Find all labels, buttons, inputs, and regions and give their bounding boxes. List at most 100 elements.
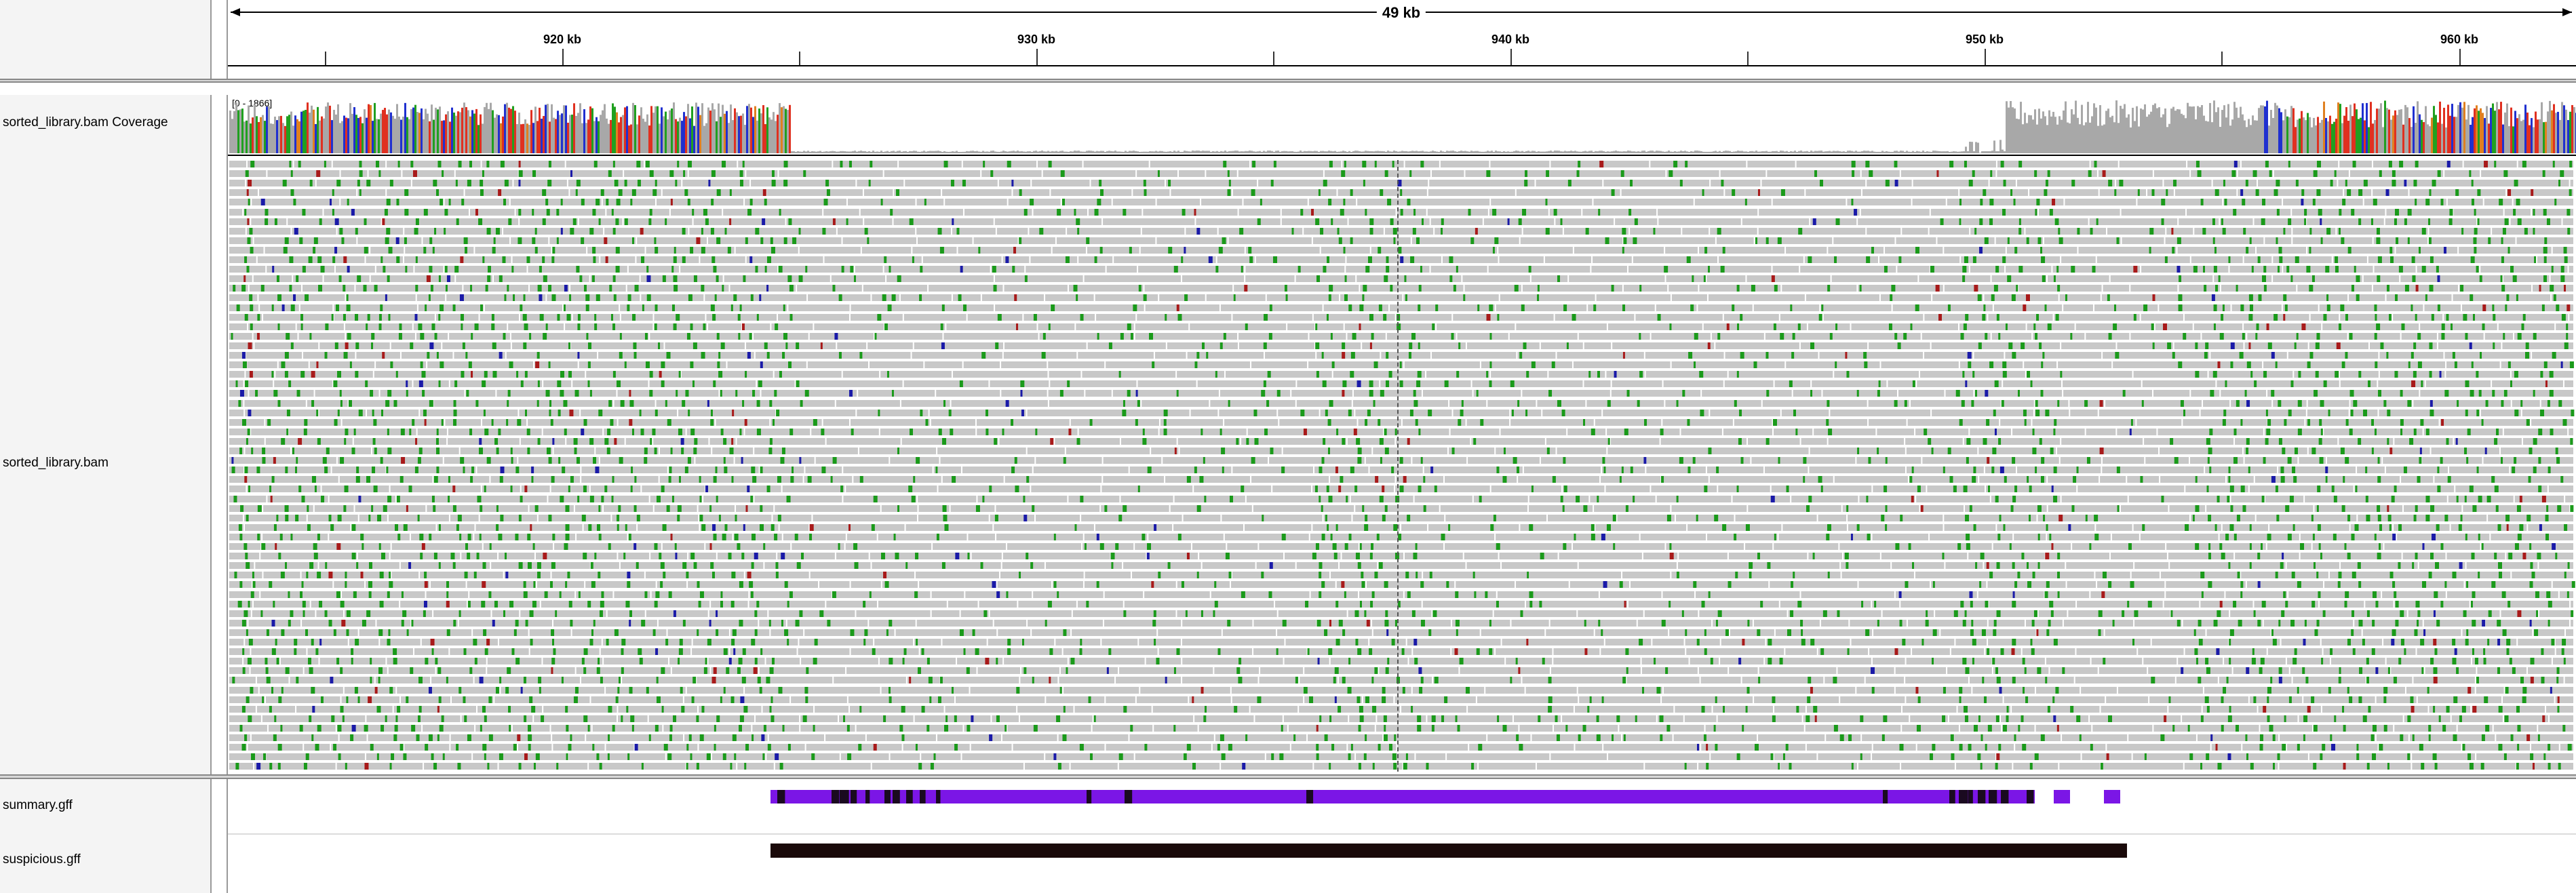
coverage-bar [1928, 151, 1930, 153]
coverage-bar [2002, 149, 2004, 153]
mismatch-mark [1473, 438, 1477, 445]
ruler-panel[interactable]: 49 kb 920 kb 930 kb 940 kb 950 kb 960 kb [227, 0, 2576, 79]
coverage-bar [1236, 151, 1238, 153]
read-gap [860, 247, 862, 254]
mismatch-mark [2183, 410, 2186, 416]
read-gap [2402, 505, 2404, 512]
coverage-bar [669, 110, 671, 153]
mismatch-mark [273, 524, 277, 531]
coverage-bar [2073, 114, 2075, 153]
coverage-track-name[interactable]: sorted_library.bam Coverage [3, 115, 168, 130]
mismatch-mark [558, 457, 561, 464]
mismatch-mark [673, 323, 677, 330]
mismatch-mark [671, 266, 674, 273]
summary-track-name[interactable]: summary.gff [3, 798, 73, 812]
mismatch-mark [1940, 218, 1944, 225]
read-gap [242, 515, 244, 521]
mismatch-mark [1998, 438, 2002, 445]
read-gap [1311, 524, 1313, 531]
mismatch-mark [480, 505, 483, 512]
alignment-track-name[interactable]: sorted_library.bam [3, 456, 109, 470]
coverage-bar [1729, 151, 1731, 153]
read-gap [1307, 361, 1309, 368]
coverage-bar [974, 151, 976, 153]
coverage-bar [1002, 151, 1004, 153]
read-gap [2097, 410, 2099, 416]
coverage-bar [1175, 151, 1177, 153]
mismatch-mark [1168, 247, 1173, 254]
read-gap [589, 485, 591, 492]
mismatch-mark [1819, 180, 1823, 186]
mismatch-mark [1696, 515, 1698, 521]
suspicious-track-name[interactable]: suspicious.gff [3, 852, 81, 867]
mismatch-mark [1099, 180, 1102, 186]
coverage-bar [1552, 151, 1554, 153]
mismatch-mark [1421, 218, 1424, 225]
read-gap [1158, 419, 1160, 426]
mismatch-mark [2429, 189, 2432, 196]
mismatch-mark [1891, 285, 1896, 292]
coverage-track[interactable] [228, 95, 2576, 156]
mismatch-mark [884, 323, 888, 330]
read-gap [1780, 410, 1782, 416]
mismatch-mark [1394, 429, 1397, 435]
read-gap [1605, 429, 1607, 435]
coverage-bar [1820, 151, 1822, 153]
coverage-bar [1141, 151, 1143, 153]
read-gap [446, 438, 448, 445]
mismatch-mark [385, 294, 387, 301]
coverage-bar [1061, 151, 1063, 153]
mismatch-mark [2501, 285, 2505, 292]
mismatch-mark [2024, 419, 2027, 426]
mismatch-mark [1016, 323, 1019, 330]
coverage-bar [958, 151, 960, 153]
coverage-bar [748, 104, 750, 153]
mismatch-mark [2441, 323, 2445, 330]
coverage-bar [264, 121, 266, 153]
mismatch-mark [475, 400, 479, 407]
mismatch-mark [318, 285, 323, 292]
read-gap [1047, 400, 1049, 407]
read-gap [2479, 410, 2481, 416]
mismatch-mark [307, 505, 309, 512]
mismatch-mark [2548, 467, 2551, 473]
read-gap [421, 237, 423, 244]
read-gap [1809, 218, 1811, 225]
alignment-panel[interactable]: [0 - 1866] [227, 95, 2576, 774]
coverage-bar [1306, 151, 1308, 153]
mismatch-mark [1827, 400, 1830, 407]
coverage-bar [1291, 151, 1293, 153]
read-gap [1581, 209, 1583, 216]
read-gap [547, 496, 549, 502]
mismatch-mark [2282, 448, 2286, 454]
mismatch-mark [807, 476, 812, 483]
coverage-bar [685, 116, 687, 153]
alignment-reads[interactable] [228, 160, 2576, 772]
mismatch-mark [713, 476, 717, 483]
coverage-bar [1151, 151, 1153, 153]
mismatch-mark [1545, 199, 1548, 205]
mismatch-mark [295, 467, 298, 473]
read-gap [1385, 333, 1387, 340]
mismatch-mark [2501, 457, 2503, 464]
mismatch-mark [395, 237, 399, 244]
mismatch-mark [1894, 161, 1898, 167]
read-gap [1047, 361, 1049, 368]
mismatch-mark [2039, 342, 2042, 349]
mismatch-mark [343, 352, 348, 359]
mismatch-mark [1346, 496, 1348, 502]
mismatch-mark [2495, 505, 2499, 512]
read-gap [1746, 505, 1749, 512]
coverage-bar [2360, 117, 2362, 153]
mismatch-mark [1716, 467, 1719, 473]
mismatch-mark [469, 429, 473, 435]
mismatch-mark [2555, 448, 2558, 454]
mismatch-mark [636, 515, 640, 521]
coverage-bar [791, 151, 793, 153]
mismatch-mark [2358, 438, 2362, 445]
mismatch-mark [1020, 390, 1023, 397]
mismatch-mark [566, 314, 571, 321]
coverage-bar [1556, 151, 1558, 153]
mismatch-mark [752, 476, 757, 483]
mismatch-mark [1118, 371, 1121, 378]
